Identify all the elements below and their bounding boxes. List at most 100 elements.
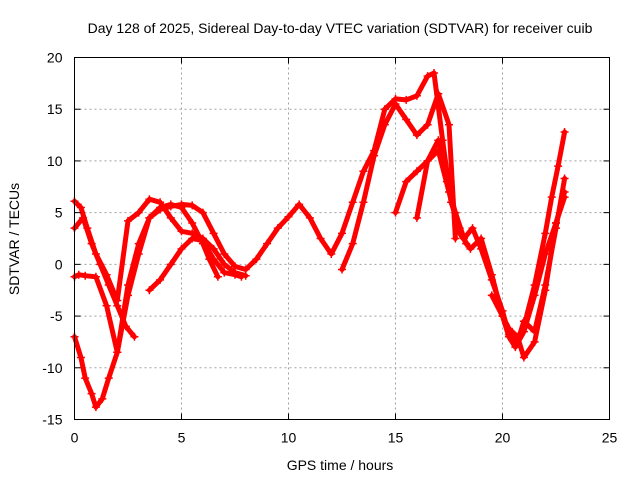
y-tick-label: 15 [47,101,63,117]
data-point-marker [445,120,453,129]
x-tick-label: 25 [602,430,618,446]
data-point-marker [231,270,239,279]
data-point-marker [380,120,389,129]
data-point-marker [91,272,100,281]
data-point-marker [284,212,293,221]
data-point-marker [434,136,443,145]
data-point-marker [91,403,100,412]
plot-frame [74,57,610,420]
data-point-marker [359,198,368,207]
data-point-marker [402,177,411,186]
data-point-marker [209,255,218,264]
data-point-marker [177,227,186,236]
data-point-marker [237,272,246,281]
data-point-marker [121,322,130,331]
data-point-marker [316,234,325,243]
data-point-marker [513,332,522,341]
series-arc-3 [72,201,221,410]
data-point-marker [81,374,90,383]
data-point-marker [468,224,477,233]
y-tick-label: 0 [55,256,63,272]
data-point-marker [76,353,85,362]
grid-layer [74,57,610,420]
y-tick-label: -10 [42,360,62,376]
series-arc-5 [146,236,244,293]
y-tick-label: -5 [50,308,63,324]
data-point-marker [541,286,550,295]
data-point-marker [412,167,421,176]
data-point-marker [96,260,105,269]
data-point-marker [188,234,197,243]
data-point-marker [305,213,314,222]
data-point-marker [145,195,154,204]
data-point-marker [412,91,421,100]
data-point-marker [552,218,560,227]
tick-layer: 0 5 10 15 20 25 -15 -10 -5 0 5 10 15 20 [42,50,617,446]
x-tick-label: 5 [178,430,186,446]
y-tick-label: 10 [47,153,63,169]
data-point-marker [130,332,139,341]
data-point-marker [412,131,421,140]
data-point-marker [402,95,411,104]
data-point-marker [554,162,563,171]
data-point-marker [98,394,107,403]
data-point-marker [76,203,85,212]
data-point-marker [402,115,411,124]
data-point-marker [252,255,261,264]
data-point-marker [81,271,90,280]
data-point-marker [338,265,346,274]
data-point-marker [380,105,389,114]
data-point-marker [124,281,132,290]
data-point-marker [134,239,143,248]
data-point-marker [220,260,229,269]
data-point-marker [102,301,111,310]
y-tick-label: 5 [55,205,63,221]
data-point-marker [124,216,132,225]
data-point-marker [188,201,197,210]
series-arc-4 [72,215,137,340]
data-point-marker [412,213,421,222]
data-point-marker [166,260,175,269]
data-point-marker [430,69,439,78]
data-point-marker [220,268,229,277]
data-point-marker [295,200,304,209]
data-point-marker [177,244,186,253]
data-point-marker [156,203,165,212]
data-point-marker [348,239,357,248]
data-point-marker [359,167,368,176]
data-point-marker [156,275,165,284]
data-point-marker [177,203,186,212]
data-point-marker [188,218,197,227]
data-point-marker [198,236,207,245]
data-point-marker [451,208,460,217]
data-point-marker [560,127,569,136]
data-point-marker [504,324,513,333]
data-point-marker [487,275,496,284]
data-point-marker [451,234,460,243]
series-arc-6 [339,91,458,272]
x-tick-label: 20 [495,430,511,446]
data-point-marker [459,234,468,243]
data-point-marker [213,272,222,281]
data-point-marker [145,213,154,222]
data-point-marker [370,151,379,160]
data-point-marker [198,208,207,217]
data-point-marker [391,100,400,109]
data-point-marker [338,229,346,238]
data-point-marker [145,286,154,295]
y-tick-label: -15 [42,412,62,428]
data-point-marker [434,89,443,98]
data-layer [70,69,569,412]
data-point-marker [477,244,486,253]
data-point-marker [113,348,122,357]
data-point-marker [519,353,528,362]
data-point-marker [423,72,432,81]
data-point-marker [560,193,569,202]
data-point-marker [519,322,528,331]
chart-title: Day 128 of 2025, Sidereal Day-to-day VTE… [88,20,593,36]
data-point-marker [511,343,520,352]
data-point-marker [166,213,175,222]
data-point-marker [220,250,229,259]
data-point-marker [104,374,113,383]
